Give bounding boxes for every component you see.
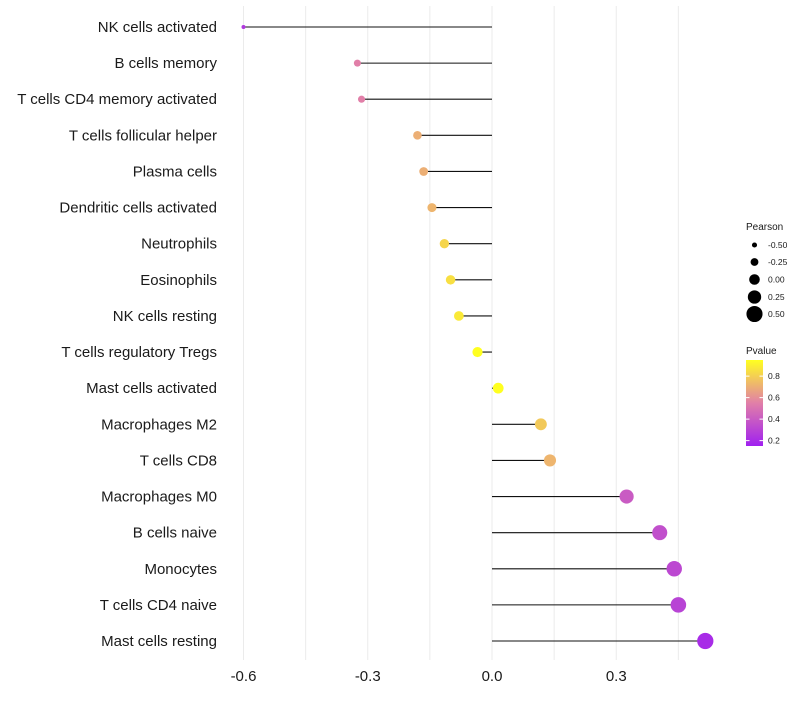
category-label: T cells CD4 memory activated: [17, 91, 217, 108]
lollipop-dot: [652, 525, 668, 541]
lollipop-dot: [534, 418, 547, 431]
lollipop-dot: [670, 597, 687, 613]
category-label: Mast cells activated: [86, 380, 217, 397]
category-labels: NK cells activated B cells memory T cells …: [17, 19, 217, 650]
pearson-size-legend: Pearson -0.50 -0.25 0.00 0.25 0.50: [746, 222, 788, 323]
x-tick-label: 0.3: [606, 668, 627, 685]
category-label: T cells regulatory Tregs: [61, 344, 217, 361]
lollipop-dot: [439, 239, 450, 249]
lollipop-dot: [357, 95, 366, 103]
category-label: NK cells resting: [113, 308, 217, 325]
colorbar-label: 0.4: [768, 414, 780, 424]
pvalue-colorbar: [746, 360, 763, 446]
lollipop-dot: [419, 167, 429, 176]
size-legend-label: -0.25: [768, 257, 788, 267]
size-legend-label: 0.00: [768, 275, 785, 285]
colorbar-label: 0.6: [768, 393, 780, 403]
lollipop-dot: [427, 203, 437, 213]
lollipop-dot: [666, 561, 682, 577]
lollipop-dot: [413, 131, 422, 140]
size-legend-label: -0.50: [768, 240, 788, 250]
category-label: B cells naive: [133, 525, 217, 542]
category-label: Plasma cells: [133, 163, 217, 180]
lollipop-dot: [353, 59, 361, 67]
category-label: Dendritic cells activated: [59, 200, 217, 217]
lollipop-dot: [241, 25, 246, 29]
x-tick-label: -0.6: [231, 668, 257, 685]
size-legend-label: 0.25: [768, 292, 785, 302]
size-legend-dot: [746, 305, 763, 323]
x-tick-label: 0.0: [482, 668, 503, 685]
dot-layer: [241, 25, 714, 650]
category-label: Eosinophils: [140, 272, 217, 289]
colorbar-label: 0.2: [768, 436, 780, 446]
category-label: T cells CD4 naive: [100, 597, 217, 614]
colorbar-label: 0.8: [768, 371, 780, 381]
category-label: Mast cells resting: [101, 633, 217, 650]
lollipop-dot: [543, 454, 557, 467]
lollipop-dot: [697, 632, 714, 650]
lollipop-dot: [454, 311, 464, 321]
lollipop-dot: [445, 275, 456, 285]
pvalue-legend-title: Pvalue: [746, 346, 777, 357]
size-legend-dot: [751, 242, 758, 248]
x-tick-label: -0.3: [355, 668, 381, 685]
size-legend-dot: [750, 258, 759, 266]
pvalue-color-legend: Pvalue 0.8 0.6 0.4 0.2: [746, 346, 780, 446]
category-label: NK cells activated: [98, 19, 217, 36]
stem-layer: [243, 26, 706, 642]
category-label: B cells memory: [114, 55, 217, 72]
lollipop-dot: [492, 382, 504, 394]
category-label: T cells follicular helper: [69, 127, 217, 144]
category-label: Neutrophils: [141, 236, 217, 253]
category-label: T cells CD8: [140, 452, 217, 469]
size-legend-dot: [747, 290, 762, 304]
category-label: Macrophages M2: [101, 416, 217, 433]
category-label: Monocytes: [144, 561, 217, 578]
category-label: Macrophages M0: [101, 489, 217, 506]
size-legend-dot: [749, 274, 760, 285]
lollipop-dot: [619, 489, 634, 504]
pearson-legend-title: Pearson: [746, 222, 783, 233]
grid-layer: [243, 6, 679, 660]
size-legend-label: 0.50: [768, 309, 785, 319]
lollipop-dot: [472, 346, 483, 358]
x-axis-ticks: -0.6 -0.3 0.0 0.3: [231, 668, 627, 685]
